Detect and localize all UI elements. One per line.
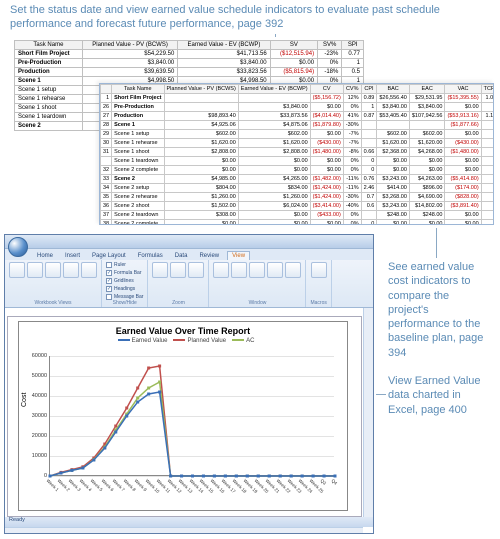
ribbon-button[interactable] bbox=[249, 262, 265, 278]
table-row[interactable]: Scene 1 teardown$0.00$0.00$0.000%0$0.00$… bbox=[101, 157, 495, 166]
chart-ytick: 40000 bbox=[27, 393, 47, 399]
excel-titlebar bbox=[5, 235, 373, 249]
excel-window: Home Insert Page Layout Formulas DataReview V… bbox=[4, 234, 374, 534]
ribbon-button[interactable] bbox=[231, 262, 247, 278]
ribbon-group-window: Window bbox=[209, 260, 306, 307]
ribbon-group-zoom: Zoom bbox=[148, 260, 209, 307]
callout-right-2: View Earned Value data charted in Excel,… bbox=[388, 374, 488, 417]
table-row[interactable]: Production$39,639.50$33,823.56($5,815.94… bbox=[15, 68, 364, 77]
ribbon-button[interactable] bbox=[170, 262, 186, 278]
ribbon-checkbox[interactable]: Headings bbox=[106, 286, 135, 292]
ribbon-button[interactable] bbox=[63, 262, 79, 278]
chart-ytick: 60000 bbox=[27, 353, 47, 359]
ribbon-tab-formulas[interactable]: Formulas bbox=[134, 252, 167, 260]
ribbon: Workbook Views Ruler Formula Bar Gridlines H… bbox=[5, 260, 373, 308]
callout-r2-line bbox=[376, 394, 386, 395]
table-row[interactable]: 33Scene 2$4,985.00$4,265.00($1,482.00)-1… bbox=[101, 175, 495, 184]
ribbon-tab-review[interactable]: Review bbox=[195, 252, 223, 260]
ribbon-checkbox[interactable]: Ruler bbox=[106, 262, 126, 268]
ribbon-button[interactable] bbox=[285, 262, 301, 278]
chart-ytick: 20000 bbox=[27, 433, 47, 439]
ev-cost-table: Task NamePlanned Value - PV (BCWS)Earned… bbox=[100, 84, 494, 225]
ribbon-button[interactable] bbox=[267, 262, 283, 278]
callout-right-1: See earned value cost indicators to comp… bbox=[388, 260, 492, 360]
callout-top: Set the status date and view earned valu… bbox=[10, 3, 480, 32]
ribbon-button[interactable] bbox=[213, 262, 229, 278]
ribbon-button[interactable] bbox=[45, 262, 61, 278]
chart-plot-area bbox=[49, 356, 334, 476]
ribbon-checkbox[interactable]: Gridlines bbox=[106, 278, 134, 284]
table-row[interactable]: 37Scene 2 teardown$308.00$0.00($433.00)0… bbox=[101, 211, 495, 220]
ribbon-tab-home[interactable]: Home bbox=[33, 252, 57, 260]
table-row[interactable]: 32Scene 2 complete$0.00$0.00$0.000%0$0.0… bbox=[101, 166, 495, 175]
table-row[interactable]: 31Scene 1 shoot$2,808.00$2,808.00($1,480… bbox=[101, 148, 495, 157]
table-row[interactable]: 36Scene 2 shoot$1,502.00$6,024.00($3,414… bbox=[101, 202, 495, 211]
table-row[interactable]: 38Scene 2 complete$0.00$0.00$0.000%0$0.0… bbox=[101, 220, 495, 226]
ribbon-group-workbook-views: Workbook Views bbox=[5, 260, 102, 307]
ribbon-button[interactable] bbox=[9, 262, 25, 278]
status-bar: Ready bbox=[5, 517, 373, 527]
chart-legend: Earned ValuePlanned ValueAC bbox=[19, 338, 347, 346]
table-row[interactable]: 27Production$98,893.40$33,873.56($4,014.… bbox=[101, 112, 495, 121]
table-row[interactable]: 1Short Film Project($5,156.72)12%0.89$26… bbox=[101, 94, 495, 103]
ribbon-group-show-hide: RulerFormula BarGridlinesHeadingsMessage… bbox=[102, 260, 148, 307]
scrollbar-horizontal[interactable] bbox=[5, 527, 363, 533]
ev-cost-table-window: Task NamePlanned Value - PV (BCWS)Earned… bbox=[99, 83, 494, 225]
callout-r1-line bbox=[436, 228, 437, 258]
ribbon-group-macros: Macros bbox=[306, 260, 331, 307]
ribbon-checkbox[interactable]: Formula Bar bbox=[106, 270, 142, 276]
ribbon-tabs: Home Insert Page Layout Formulas DataReview V… bbox=[5, 249, 373, 260]
chart-ytick: 50000 bbox=[27, 373, 47, 379]
chart-ytick: 10000 bbox=[27, 453, 47, 459]
table-row[interactable]: 29Scene 1 setup$602.00$602.00$0.00-7%$60… bbox=[101, 130, 495, 139]
ribbon-button[interactable] bbox=[27, 262, 43, 278]
chart-ytick: 30000 bbox=[27, 413, 47, 419]
table-row[interactable]: Pre-Production$3,840.00$3,840.00$0.000%1 bbox=[15, 59, 364, 68]
chart-ytick: 0 bbox=[27, 473, 47, 479]
ribbon-tab-insert[interactable]: Insert bbox=[61, 252, 84, 260]
table-row[interactable]: 28Scene 1$4,925.06$4,875.06($1,879.80)-3… bbox=[101, 121, 495, 130]
table-row[interactable]: Short Film Project$54,229.50$41,713.56($… bbox=[15, 50, 364, 59]
ribbon-button[interactable] bbox=[152, 262, 168, 278]
scrollbar-vertical[interactable] bbox=[363, 308, 373, 519]
table-row[interactable]: 35Scene 2 rehearse$1,260.00$1,260.00($1,… bbox=[101, 193, 495, 202]
ribbon-tab-view[interactable]: View bbox=[227, 251, 250, 260]
ev-chart: Earned Value Over Time Report Earned Val… bbox=[18, 321, 348, 511]
ribbon-button[interactable] bbox=[311, 262, 327, 278]
office-button[interactable] bbox=[8, 237, 28, 257]
ribbon-tab-page-layout[interactable]: Page Layout bbox=[88, 252, 130, 260]
table-row[interactable]: 26Pre-Production$3,840.00$0.000%1$3,840.… bbox=[101, 103, 495, 112]
chart-title: Earned Value Over Time Report bbox=[19, 322, 347, 338]
ribbon-tab-data[interactable]: Data bbox=[171, 252, 192, 260]
table-row[interactable]: 30Scene 1 rehearse$1,620.00$1,620.00($43… bbox=[101, 139, 495, 148]
table-row[interactable]: 34Scene 2 setup$804.00$834.00($1,424.00)… bbox=[101, 184, 495, 193]
ribbon-button[interactable] bbox=[81, 262, 97, 278]
project-tables-panel: Task NamePlanned Value - PV (BCWS)Earned… bbox=[4, 37, 496, 227]
ribbon-button[interactable] bbox=[188, 262, 204, 278]
worksheet-area: Earned Value Over Time Report Earned Val… bbox=[7, 316, 362, 517]
